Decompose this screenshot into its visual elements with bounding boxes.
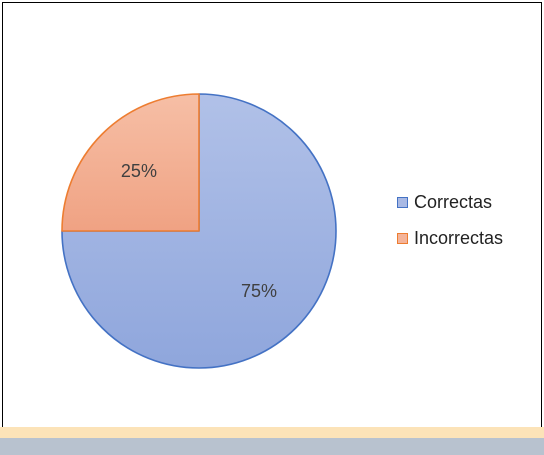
data-label-incorrectas: 25%	[121, 161, 157, 181]
legend-label-correctas: Correctas	[414, 191, 493, 212]
legend-label-incorrectas: Incorrectas	[414, 227, 504, 248]
legend-swatch-correctas	[397, 196, 408, 208]
pie-slice-incorrectas	[61, 93, 200, 232]
bottom-strip	[0, 427, 544, 455]
legend: Correctas Incorrectas	[397, 190, 503, 262]
pie-slice-correctas	[61, 93, 337, 369]
legend-item-incorrectas: Incorrectas	[397, 226, 503, 250]
data-label-correctas: 75%	[241, 281, 277, 301]
legend-swatch-incorrectas	[397, 232, 408, 244]
pie-chart: 75% 25%	[61, 93, 337, 369]
legend-item-correctas: Correctas	[397, 190, 503, 214]
